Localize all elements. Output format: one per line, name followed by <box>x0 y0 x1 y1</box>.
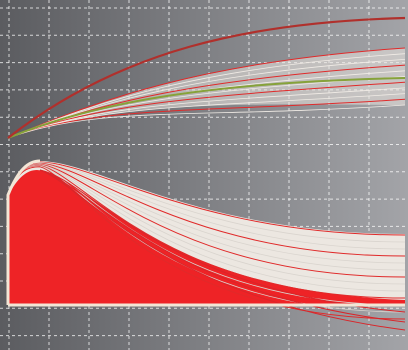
fan-line <box>7 166 406 320</box>
peak-outline <box>6 159 41 305</box>
fan-line <box>7 98 406 139</box>
red-area <box>8 170 405 305</box>
upper-band <box>8 48 405 138</box>
red-line <box>39 169 406 313</box>
red-line <box>39 169 406 331</box>
green-line <box>7 77 406 139</box>
red-line <box>39 169 406 323</box>
fan-line <box>7 47 406 139</box>
fan-line <box>7 87 406 139</box>
upper-lines <box>7 16 406 139</box>
fan-line <box>7 104 406 139</box>
fan-line <box>7 81 406 139</box>
dark-red-line <box>7 16 406 139</box>
